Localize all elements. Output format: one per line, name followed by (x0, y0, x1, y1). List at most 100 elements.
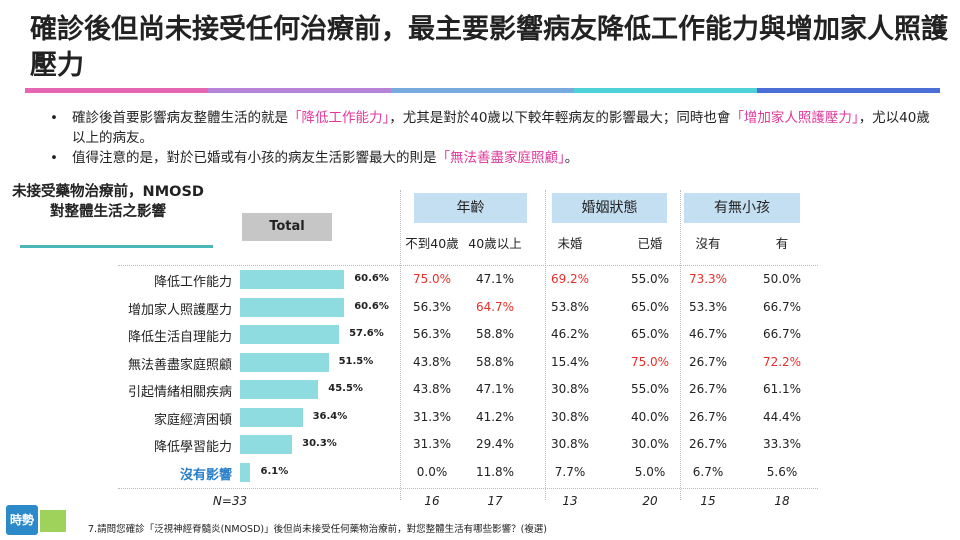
logo: 時勢 (6, 505, 38, 535)
rainbow-segment (208, 88, 391, 93)
sample-size: 17 (487, 494, 503, 508)
table-cell: 56.3% (412, 299, 452, 314)
group-marital: 婚姻狀態 (552, 193, 667, 223)
bar-value-label: 6.1% (260, 465, 289, 477)
bullet-text: 。 (564, 150, 579, 166)
table-cell: 31.3% (412, 409, 452, 424)
table-cell: 11.8% (475, 464, 515, 479)
table-cell: 65.0% (630, 299, 670, 314)
table-cell: 47.1% (475, 272, 515, 286)
table-cell: 30.8% (550, 437, 590, 451)
bullet-text: 值得注意的是，對於已婚或有小孩的病友生活影響最大的則是 (72, 150, 437, 166)
table-cell: 46.2% (550, 327, 590, 341)
subgroup-header: 不到40歲 (405, 236, 459, 251)
divider (118, 265, 818, 266)
table-cell: 30.8% (550, 409, 590, 424)
bar (240, 325, 340, 344)
table-cell: 6.7% (692, 464, 724, 479)
divider (680, 190, 681, 500)
category-label: 引起情緒相關疾病 (127, 385, 232, 400)
bar-value-label: 51.5% (338, 355, 374, 367)
table-cell: 44.4% (762, 409, 802, 424)
subgroup-header: 有 (775, 236, 789, 251)
category-label: 降低工作能力 (153, 275, 232, 290)
table-cell: 64.7% (475, 299, 515, 314)
sample-size: N=33 (212, 494, 248, 508)
bullet-text: ，尤以40歲以上的病友。 (72, 110, 930, 146)
category-label: 降低學習能力 (153, 440, 232, 455)
category-label: 降低生活自理能力 (127, 330, 232, 345)
total-header: Total (242, 213, 332, 241)
table-cell: 5.0% (634, 464, 666, 479)
table-cell: 5.6% (766, 464, 798, 479)
highlight-text: 「降低工作能力」 (288, 110, 390, 126)
subgroup-header: 40歲以上 (468, 236, 522, 251)
bar (240, 297, 345, 317)
chart-label: 未接受藥物治療前，NMOSD對整體生活之影響 (12, 184, 204, 220)
sample-size: 18 (774, 494, 790, 508)
sample-size: 20 (642, 494, 658, 508)
table-cell: 55.0% (630, 382, 670, 396)
table-cell: 33.3% (762, 437, 802, 451)
highlight-text: 「增加家人照護壓力」 (730, 110, 859, 126)
table-cell: 29.4% (475, 437, 515, 451)
rainbow-segment (25, 88, 208, 93)
table-cell: 43.8% (412, 382, 452, 396)
bar-value-label: 45.5% (328, 383, 363, 394)
bar (240, 380, 319, 399)
group-children: 有無小孩 (684, 193, 800, 223)
bar-value-label: 60.6% (354, 300, 389, 312)
table-cell: 26.7% (688, 354, 728, 369)
subgroup-header: 沒有 (695, 236, 721, 251)
table-cell: 66.7% (762, 299, 802, 314)
logo-mark (40, 510, 66, 532)
bullet-text: ，尤其是對於40歲以下較年輕病友的影響最大；同時也會 (389, 110, 731, 126)
table-cell: 0.0% (416, 464, 448, 479)
table-cell: 65.0% (630, 327, 670, 341)
bar (240, 407, 303, 427)
bar (240, 352, 329, 372)
table-cell: 56.3% (412, 327, 452, 341)
category-label: 家庭經濟困頓 (153, 412, 232, 428)
rainbow-segment (757, 88, 940, 93)
subgroup-header: 未婚 (557, 236, 583, 251)
divider (545, 190, 546, 500)
table-cell: 41.2% (475, 409, 515, 424)
subgroup-header: 已婚 (637, 236, 663, 251)
category-label: 無法善盡家庭照顧 (127, 357, 232, 373)
table-cell: 58.8% (475, 354, 515, 369)
page-title: 確診後但尚未接受任何治療前，最主要影響病友降低工作能力與增加家人照護壓力 (30, 14, 948, 81)
table-cell: 26.7% (688, 409, 728, 424)
table-cell: 46.7% (688, 327, 728, 341)
divider (118, 488, 818, 489)
bar-value-label: 57.6% (349, 328, 384, 339)
table-cell: 7.7% (554, 464, 586, 479)
bar-value-label: 36.4% (312, 410, 348, 422)
bar (240, 270, 345, 289)
bullet-list: 確診後首要影響病友整體生活的就是「降低工作能力」，尤其是對於40歲以下較年輕病友… (50, 108, 930, 168)
bar (240, 462, 251, 482)
bar-value-label: 60.6% (354, 273, 389, 284)
group-age: 年齡 (414, 193, 527, 223)
bullet-item: 值得注意的是，對於已婚或有小孩的病友生活影響最大的則是「無法善盡家庭照顧」。 (50, 148, 930, 168)
rainbow-divider (25, 88, 940, 93)
table-cell: 75.0% (630, 354, 670, 369)
bar (240, 435, 293, 454)
table-cell: 26.7% (688, 437, 728, 451)
table-cell: 55.0% (630, 272, 670, 286)
label-underline (20, 245, 213, 248)
table-cell: 26.7% (688, 382, 728, 396)
table-cell: 40.0% (630, 409, 670, 424)
sample-size: 16 (424, 494, 440, 508)
table-cell: 31.3% (412, 437, 452, 451)
footnote: 7.請問您確診「泛視神經脊髓炎(NMOSD)」後但尚未接受任何藥物治療前，對您整… (88, 524, 548, 535)
bar-value-label: 30.3% (302, 438, 337, 449)
rainbow-segment (574, 88, 757, 93)
table-cell: 30.8% (550, 382, 590, 396)
table-cell: 47.1% (475, 382, 515, 396)
rainbow-segment (391, 88, 574, 93)
divider (400, 190, 401, 500)
table-cell: 43.8% (412, 354, 452, 369)
bullet-item: 確診後首要影響病友整體生活的就是「降低工作能力」，尤其是對於40歲以下較年輕病友… (50, 108, 930, 148)
table-cell: 15.4% (550, 354, 590, 369)
